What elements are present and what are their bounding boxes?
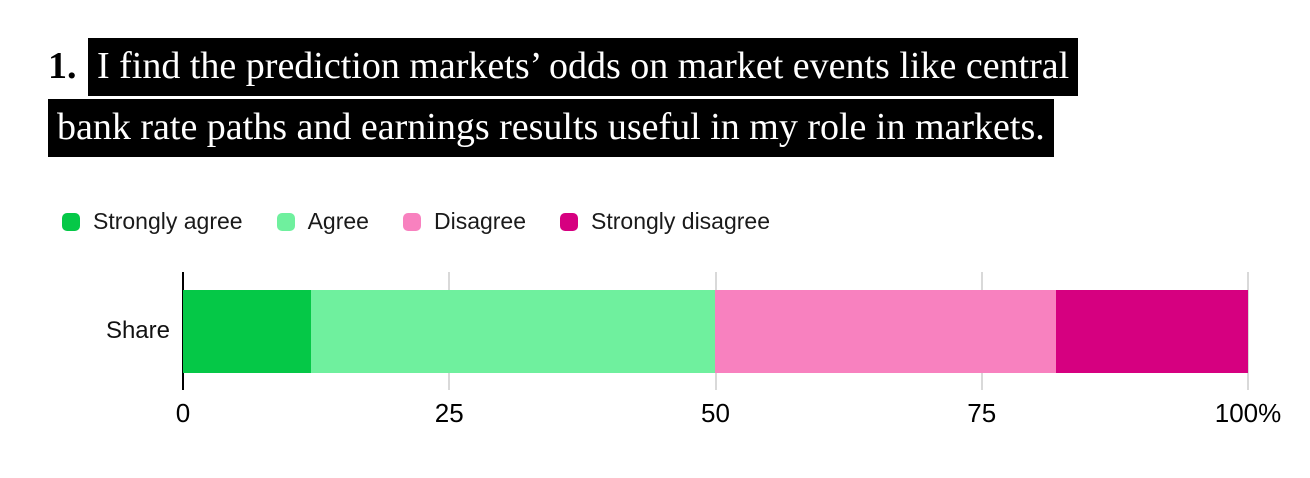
x-tick-label-0: 0 — [175, 398, 191, 428]
legend-label: Strongly disagree — [591, 208, 771, 234]
bar-segment-strongly-disagree — [1056, 290, 1248, 373]
legend-swatch-strongly-agree — [62, 212, 80, 231]
title-line-2: bank rate paths and earnings results use… — [48, 99, 1054, 157]
legend-label: Agree — [307, 208, 369, 234]
legend-swatch-agree — [276, 212, 295, 231]
legend-item-agree: Agree — [276, 208, 369, 235]
x-tick-label-100: 100% — [1214, 398, 1282, 428]
x-tick-label-75: 75 — [967, 398, 997, 428]
legend-item-strongly-disagree: Strongly disagree — [560, 208, 770, 235]
stacked-bar — [183, 290, 1248, 373]
y-category-label: Share — [105, 317, 170, 344]
legend-label: Strongly agree — [93, 208, 243, 234]
title-line-1: I find the prediction markets’ odds on m… — [88, 38, 1079, 96]
x-tick-label-50: 50 — [701, 398, 730, 428]
bar-segment-disagree — [715, 290, 1057, 373]
gridline-100 — [1247, 272, 1249, 390]
question-number: 1. — [48, 45, 77, 87]
bar-segment-strongly-agree — [183, 290, 311, 373]
legend-label: Disagree — [433, 208, 527, 234]
legend-swatch-disagree — [402, 212, 421, 231]
chart-title: 1. I find the prediction markets’ odds o… — [48, 36, 1280, 158]
x-axis-ticks: 0 25 50 75 100% — [176, 398, 1281, 428]
bar-segment-agree — [310, 290, 716, 373]
legend-item-strongly-agree: Strongly agree — [62, 208, 243, 235]
legend: Strongly agree Agree Disagree Strongly disa… — [62, 208, 770, 235]
x-tick-label-25: 25 — [434, 398, 464, 428]
legend-swatch-strongly-disagree — [560, 212, 579, 231]
plot-area — [182, 272, 1249, 390]
legend-item-disagree: Disagree — [402, 208, 527, 235]
